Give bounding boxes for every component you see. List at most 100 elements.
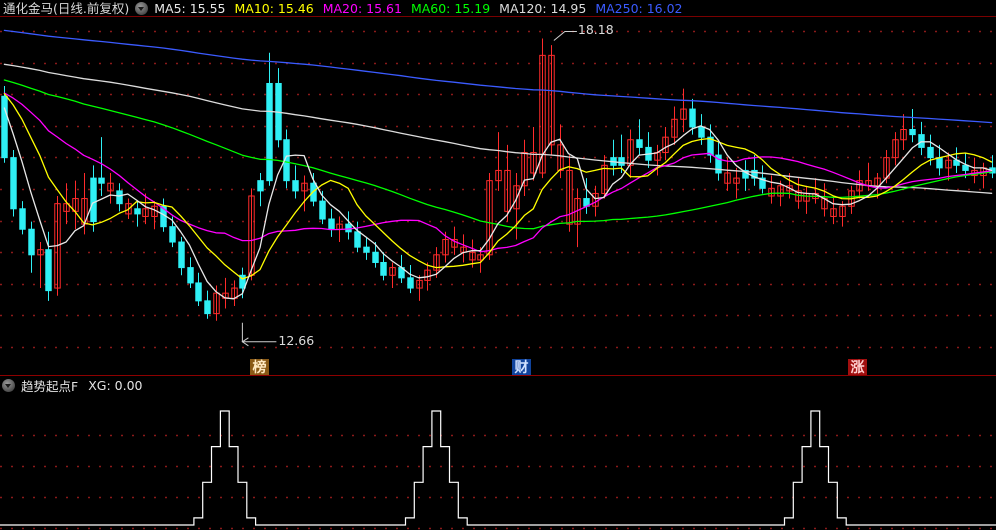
- candle: [460, 234, 467, 263]
- candle: [495, 132, 502, 191]
- candle: [90, 165, 97, 232]
- swing-high-label: 18.18: [577, 22, 614, 38]
- candle: [10, 149, 17, 217]
- watermark-stamp: 涨: [848, 359, 867, 378]
- candle: [98, 137, 105, 196]
- chevron-down-circle-icon[interactable]: [135, 1, 149, 15]
- candle: [680, 88, 687, 133]
- candle: [1, 86, 8, 163]
- candle: [751, 155, 758, 186]
- candle: [469, 239, 476, 268]
- indicator-spike-line: [0, 410, 996, 526]
- candle: [187, 257, 194, 289]
- candle: [909, 109, 916, 143]
- candle: [389, 262, 396, 289]
- price-chart-panel[interactable]: [0, 17, 996, 375]
- candle: [618, 134, 625, 173]
- candle: [345, 211, 352, 240]
- candle: [610, 139, 617, 176]
- candle: [574, 188, 581, 248]
- swing-low-label: 12.66: [278, 332, 315, 348]
- candle: [328, 208, 335, 237]
- candle: [151, 201, 158, 230]
- ma250-readout: MA250: 16.02: [595, 0, 683, 16]
- candle: [671, 106, 678, 145]
- candle: [636, 119, 643, 156]
- candle: [980, 162, 987, 189]
- candle: [812, 178, 819, 204]
- candle: [513, 172, 520, 240]
- main-chart-header: 通化金马(日线.前复权) MA5: 15.55 MA10: 15.46 MA20…: [0, 0, 996, 17]
- candle: [142, 193, 149, 225]
- candle: [363, 236, 370, 260]
- candle: [892, 132, 899, 166]
- candle: [248, 188, 255, 281]
- candle: [486, 172, 493, 260]
- candle: [45, 231, 52, 301]
- swing-low-arrow: [241, 337, 249, 347]
- candle: [195, 272, 202, 306]
- candle: [627, 129, 634, 179]
- candlestick-plot[interactable]: [0, 17, 996, 375]
- candle: [795, 178, 802, 209]
- candle: [601, 155, 608, 199]
- candle: [768, 175, 775, 204]
- candle: [372, 242, 379, 268]
- watermark-stamp: 财: [512, 359, 531, 378]
- candle: [654, 144, 661, 176]
- candle: [830, 196, 837, 225]
- candle: [380, 252, 387, 281]
- candle: [37, 242, 44, 289]
- candle: [662, 126, 669, 161]
- indicator-panel[interactable]: 趋势起点F XG: 0.00: [0, 375, 996, 530]
- candle: [724, 157, 731, 191]
- ma20-readout: MA20: 15.61: [322, 0, 402, 16]
- candle: [521, 139, 528, 196]
- candle: [900, 114, 907, 150]
- candle: [416, 275, 423, 301]
- ma10-line: [3, 92, 993, 280]
- candle: [715, 142, 722, 181]
- ma10-readout: MA10: 15.46: [234, 0, 314, 16]
- candle: [292, 165, 299, 199]
- ma120-readout: MA120: 14.95: [499, 0, 587, 16]
- candle: [107, 172, 114, 204]
- ma5-line: [3, 107, 993, 300]
- candle: [566, 155, 573, 232]
- candle: [733, 167, 740, 199]
- swing-high-leader: [553, 30, 577, 41]
- candle: [918, 121, 925, 156]
- candle: [266, 52, 273, 186]
- candle: [442, 231, 449, 263]
- candle: [839, 201, 846, 227]
- candle: [433, 247, 440, 278]
- candle: [301, 175, 308, 212]
- candle: [134, 201, 141, 227]
- indicator-name: 趋势起点F: [21, 379, 79, 394]
- candle: [848, 185, 855, 214]
- chevron-down-circle-icon[interactable]: [2, 379, 15, 392]
- candle: [275, 68, 282, 148]
- watermark-stamp: 榜: [250, 359, 269, 378]
- ma250-line: [3, 29, 993, 124]
- candle: [971, 157, 978, 184]
- candle: [354, 221, 361, 253]
- candle: [204, 290, 211, 319]
- ma5-readout: MA5: 15.55: [154, 0, 226, 16]
- indicator-plot[interactable]: [0, 395, 996, 530]
- candle: [786, 172, 793, 199]
- candle: [222, 277, 229, 309]
- candle: [548, 45, 555, 156]
- candle: [63, 183, 70, 225]
- candle: [407, 265, 414, 294]
- candle: [116, 183, 123, 212]
- candle: [742, 160, 749, 191]
- candle: [504, 144, 511, 222]
- candle: [178, 236, 185, 276]
- indicator-value: XG: 0.00: [88, 378, 143, 393]
- candle: [989, 155, 996, 179]
- instrument-title: 通化金马(日线.前复权): [3, 0, 130, 16]
- ma20-line: [3, 92, 993, 253]
- ma60-readout: MA60: 15.19: [410, 0, 491, 16]
